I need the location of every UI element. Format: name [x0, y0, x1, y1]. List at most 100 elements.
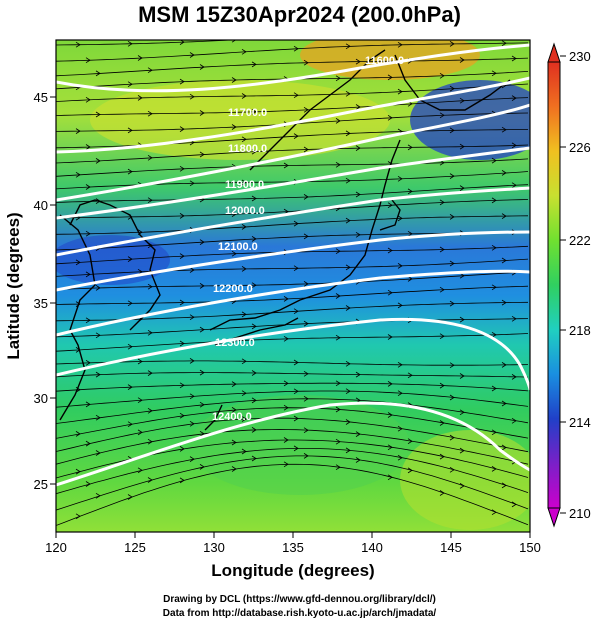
streamline — [56, 407, 529, 439]
contour-label: 12000.0 — [225, 205, 265, 217]
y-tick-label: 40 — [34, 198, 48, 213]
streamline-arrow — [189, 267, 195, 273]
streamline-arrow — [251, 282, 257, 289]
streamline-arrow — [85, 440, 91, 447]
streamline-arrow — [345, 264, 351, 271]
streamline-arrow — [511, 55, 517, 62]
streamline-arrow — [241, 224, 247, 230]
streamline-arrow — [397, 390, 403, 397]
streamline-arrow — [179, 446, 185, 452]
streamline-arrow — [179, 382, 185, 389]
streamline-arrow — [345, 90, 351, 97]
streamline-arrow — [127, 40, 133, 47]
streamline-arrow — [511, 501, 517, 508]
streamline-arrow — [179, 165, 185, 172]
colorbar-tick-label: 218 — [569, 323, 591, 338]
streamline-arrow — [303, 233, 309, 240]
contour-label: 11600.0 — [365, 55, 404, 67]
streamline-arrow — [85, 96, 91, 103]
streamline-arrow — [75, 41, 81, 48]
streamline — [56, 398, 529, 424]
streamline-arrow — [387, 444, 393, 451]
streamline-arrow — [491, 429, 497, 436]
streamline-arrow — [355, 58, 361, 65]
streamline-arrow — [199, 239, 205, 245]
colorbar-min-arrow — [547, 507, 561, 528]
streamline-arrow — [439, 420, 445, 426]
streamline-arrow — [449, 173, 455, 179]
streamline-arrow — [85, 57, 91, 64]
streamline-arrow — [147, 407, 153, 414]
streamline-arrow — [407, 144, 413, 151]
streamline-arrow — [293, 45, 299, 52]
streamline-arrow — [95, 492, 101, 499]
streamline-arrow — [511, 315, 517, 322]
streamline-arrow — [283, 380, 289, 387]
streamline-arrow — [199, 151, 205, 158]
streamline-arrow — [127, 300, 133, 307]
streamline-arrow — [501, 213, 507, 219]
streamline-arrow — [147, 154, 153, 161]
colorbar-max-arrow — [547, 42, 561, 63]
streamline-arrow — [491, 385, 497, 392]
streamline-arrow — [501, 444, 507, 451]
streamline-arrow — [251, 455, 257, 462]
streamline-arrow — [397, 215, 403, 222]
streamline-arrow — [127, 494, 133, 500]
streamline-arrow — [85, 401, 91, 408]
streamline-arrow — [407, 230, 413, 237]
streamline-arrow — [439, 453, 445, 460]
streamline-arrow — [137, 397, 143, 404]
streamline-arrow — [439, 490, 445, 496]
streamline-arrow — [241, 93, 247, 99]
streamline-arrow — [95, 285, 101, 291]
streamline — [56, 40, 239, 46]
streamline-arrow — [231, 407, 237, 413]
streamline-arrow — [397, 361, 403, 368]
streamline-arrow — [439, 333, 445, 340]
streamline-arrow — [251, 108, 257, 115]
streamline-arrow — [449, 394, 455, 401]
streamline-arrow — [241, 311, 247, 318]
streamline-arrow — [75, 468, 81, 475]
streamline-arrow — [75, 128, 81, 134]
streamline-arrow — [283, 162, 289, 169]
streamline-arrow — [283, 404, 289, 411]
streamline-arrow — [355, 457, 361, 463]
streamline-arrow — [179, 78, 185, 85]
streamline-arrow — [387, 74, 393, 81]
streamline-arrow — [387, 247, 393, 254]
streamline-arrow — [283, 461, 289, 468]
streamline — [56, 417, 529, 453]
streamline — [56, 97, 529, 116]
x-tick-label: 135 — [282, 540, 304, 555]
streamline-arrow — [179, 253, 185, 259]
streamline-arrow — [449, 362, 455, 369]
colorbar-tick-label: 210 — [569, 506, 591, 521]
streamline-arrow — [95, 332, 101, 339]
streamline-arrow — [199, 401, 205, 408]
streamline — [56, 158, 529, 177]
contour-label: 12200.0 — [213, 283, 253, 295]
streamline-arrow — [303, 370, 309, 377]
streamline-arrow — [251, 370, 257, 376]
streamline-arrow — [397, 425, 403, 432]
streamline-arrow — [440, 26, 444, 31]
streamline-arrow — [293, 308, 299, 315]
streamline-arrow — [397, 302, 403, 309]
streamline-arrow — [345, 419, 351, 425]
x-axis — [55, 532, 531, 538]
streamline-arrow — [179, 477, 185, 484]
streamline-arrow — [147, 438, 153, 445]
streamline-arrow — [449, 85, 455, 92]
streamline-arrow — [189, 456, 195, 462]
streamline-arrow — [388, 28, 392, 33]
streamline-arrow — [95, 371, 101, 378]
y-tick-label: 45 — [34, 90, 48, 105]
streamline-arrow — [241, 358, 247, 365]
streamline-arrow — [335, 248, 341, 255]
streamline-arrow — [85, 359, 91, 366]
streamline-arrow — [179, 213, 185, 219]
streamline-arrow — [199, 326, 205, 333]
streamline-arrow — [407, 276, 413, 282]
